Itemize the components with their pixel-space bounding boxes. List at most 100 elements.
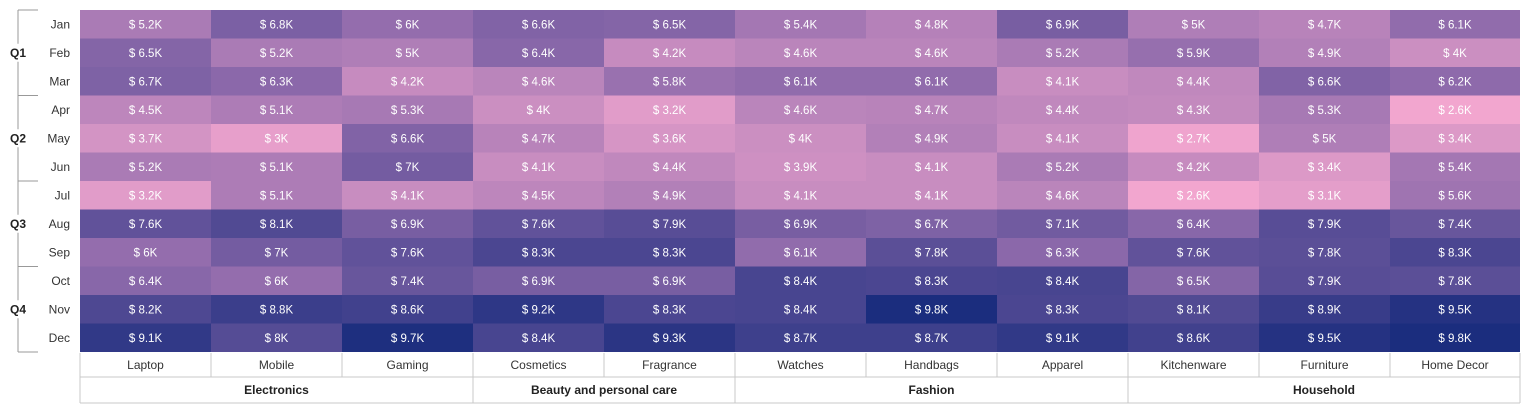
heatmap-cell [342,266,473,295]
month-label: Aug [49,217,70,231]
cell-value-label: $ 9.5K [1308,333,1342,345]
category-label: Kitchenware [1160,358,1226,372]
heatmap-cell [997,152,1128,181]
heatmap-cell [80,266,211,295]
heatmap-cell [604,67,735,96]
heatmap-cell [1390,323,1520,352]
cell-value-label: $ 4.8K [915,19,949,31]
cell-value-label: $ 2.7K [1177,133,1211,145]
month-label: Sep [49,245,71,259]
month-label: Jan [51,17,70,31]
heatmap-cell [997,209,1128,238]
heatmap-cell [1128,38,1259,67]
cell-value-label: $ 6.2K [1438,76,1472,88]
cell-value-label: $ 9.8K [1438,333,1472,345]
heatmap-cell [1128,181,1259,210]
cell-value-label: $ 4.1K [915,190,949,202]
cell-value-label: $ 8.4K [1046,276,1080,288]
cell-value-label: $ 7.8K [915,247,949,259]
heatmap-cell [997,295,1128,324]
cell-value-label: $ 6.3K [260,76,294,88]
cell-value-label: $ 4K [789,133,813,145]
heatmap-cell [211,152,342,181]
heatmap-cell [80,295,211,324]
heatmap-cell [473,209,604,238]
category-label: Home Decor [1421,358,1488,372]
heatmap-cell [1128,323,1259,352]
heatmap-cell [604,10,735,39]
cell-value-label: $ 5.4K [784,19,818,31]
cell-value-label: $ 4.1K [391,190,425,202]
heatmap-cell [473,181,604,210]
cell-value-label: $ 8.4K [784,304,818,316]
heatmap-cell [997,266,1128,295]
cell-value-label: $ 5K [1313,133,1337,145]
heatmap-cell [211,323,342,352]
cell-value-label: $ 8.3K [1046,304,1080,316]
heatmap-cell [211,181,342,210]
cell-value-label: $ 8.3K [915,276,949,288]
cell-value-label: $ 4.2K [653,48,687,60]
cell-value-label: $ 8.2K [129,304,163,316]
category-label: Watches [777,358,823,372]
heatmap-cell [997,38,1128,67]
heatmap-cell [211,67,342,96]
heatmap-cell [211,124,342,153]
cell-value-label: $ 4K [527,105,551,117]
quarter-label: Q1 [10,46,26,60]
cell-value-label: $ 3.2K [653,105,687,117]
cell-value-label: $ 8.8K [260,304,294,316]
heatmap-cell [211,238,342,267]
heatmap-cell [80,323,211,352]
cell-value-label: $ 6.9K [391,219,425,231]
quarter-label-bg [8,214,30,233]
cell-value-label: $ 4.9K [653,190,687,202]
cell-value-label: $ 6.9K [1046,19,1080,31]
cell-value-label: $ 6.5K [129,48,163,60]
heatmap-cell [211,295,342,324]
heatmap-cell [211,209,342,238]
cell-value-label: $ 7.4K [1438,219,1472,231]
cell-value-label: $ 5.2K [260,48,294,60]
month-label: Feb [49,46,70,60]
cell-value-label: $ 4.1K [1046,133,1080,145]
heatmap-cell [473,10,604,39]
cell-value-label: $ 6.7K [129,76,163,88]
cell-value-label: $ 6.6K [391,133,425,145]
heatmap-cell [1128,238,1259,267]
cell-value-label: $ 4.1K [784,190,818,202]
heatmap-cell [1390,181,1520,210]
heatmap-cell [1259,181,1390,210]
cell-value-label: $ 3.7K [129,133,163,145]
heatmap-cell [735,295,866,324]
cell-value-label: $ 4.1K [915,162,949,174]
cell-value-label: $ 4.6K [522,76,556,88]
heatmap-cell [1390,295,1520,324]
heatmap-cell [473,124,604,153]
cell-value-label: $ 5.2K [1046,48,1080,60]
month-label: Dec [49,331,70,345]
heatmap-cell [866,181,997,210]
month-label: Apr [51,103,70,117]
cell-value-label: $ 3.9K [784,162,818,174]
heatmap-cell [866,124,997,153]
cell-value-label: $ 6.1K [784,247,818,259]
heatmap-cell [604,295,735,324]
cell-value-label: $ 6.5K [653,19,687,31]
heatmap-cell [735,181,866,210]
cell-value-label: $ 5.9K [1177,48,1211,60]
heatmap-cell [473,152,604,181]
cell-value-label: $ 7.4K [391,276,425,288]
heatmap-cell [866,10,997,39]
cell-value-label: $ 4.2K [1177,162,1211,174]
heatmap-cell [1259,67,1390,96]
heatmap-cell [866,95,997,124]
cell-value-label: $ 3.4K [1438,133,1472,145]
cell-value-label: $ 3.4K [1308,162,1342,174]
cell-value-label: $ 7.9K [1308,219,1342,231]
heatmap-cell [604,323,735,352]
cell-value-label: $ 4.6K [784,48,818,60]
heatmap-cell [473,67,604,96]
cell-value-label: $ 7.6K [1177,247,1211,259]
heatmap-cell [1128,295,1259,324]
